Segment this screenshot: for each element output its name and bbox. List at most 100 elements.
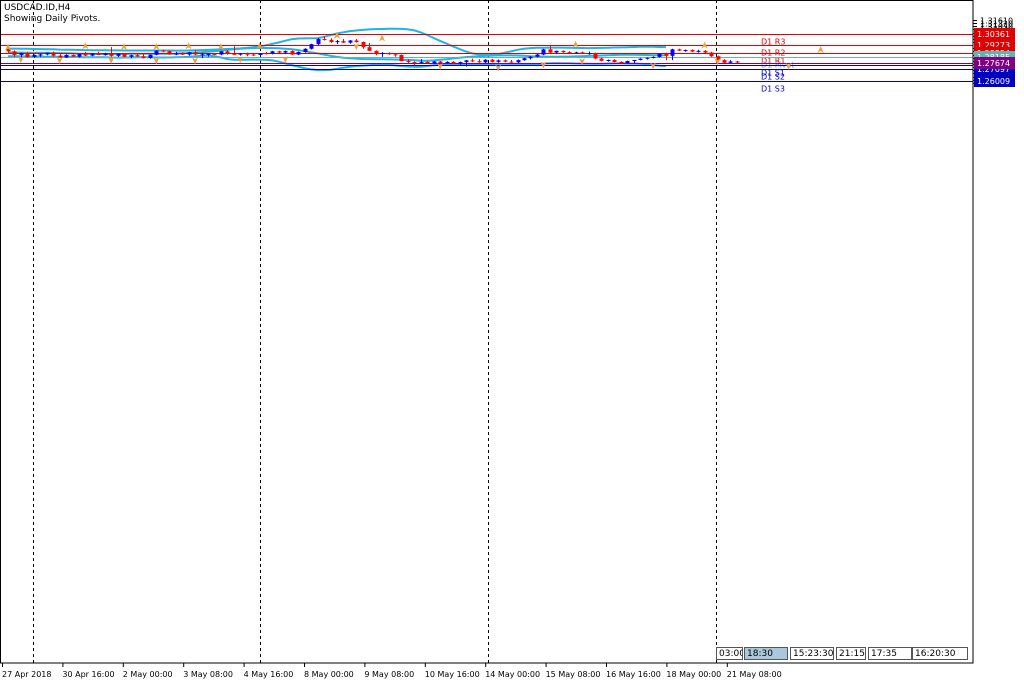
candle-bear <box>12 51 17 55</box>
candle-bear <box>393 54 398 56</box>
candle-bull <box>303 48 308 52</box>
fractal-up-arrow <box>701 41 708 49</box>
candle-bull <box>90 53 95 56</box>
candle-bull <box>554 50 559 53</box>
candle-bear <box>438 61 443 63</box>
candle-bear <box>561 50 566 53</box>
candle-bull <box>238 53 243 55</box>
candle-bull <box>535 54 540 57</box>
candle-bear <box>677 49 682 51</box>
fractal-down-arrow <box>108 56 115 64</box>
candle-bear <box>6 48 11 52</box>
y-tick-label: 1.31030 <box>980 23 1013 32</box>
timeframe-box[interactable]: 15:23:30 <box>790 647 834 660</box>
candle-bear <box>722 60 727 63</box>
fractal-down-arrow <box>437 63 444 71</box>
candle-bull <box>516 60 521 63</box>
timeframe-box[interactable]: 03:00 <box>716 647 743 660</box>
candle-bull <box>683 49 688 51</box>
x-tick-label: 14 May 00:00 <box>485 670 540 679</box>
candle-bear <box>709 52 714 57</box>
price-tag <box>974 75 1015 87</box>
candle-bear <box>425 61 430 64</box>
candle-bull <box>625 61 630 63</box>
fractal-down-arrow <box>282 56 289 64</box>
timeframe-box[interactable]: 18:30 <box>744 647 788 660</box>
fractal-down-arrow <box>650 62 656 70</box>
candle-bull <box>174 53 179 55</box>
day-separators <box>33 0 717 663</box>
price-tag-label: 1.27674 <box>977 59 1010 68</box>
candle-bull <box>670 49 675 56</box>
candle-bull <box>200 54 205 56</box>
candle-bear <box>374 50 379 54</box>
x-axis: 27 Apr 2018 30 Apr 16:00 2 May 00:00 3 May … <box>2 663 782 679</box>
candle-bull <box>528 56 533 59</box>
x-tick-label: 9 May 08:00 <box>364 670 414 679</box>
fractal-down-arrow <box>495 64 502 72</box>
candle-bear <box>58 55 63 58</box>
candle-bear <box>509 61 514 63</box>
candle-bull <box>206 53 211 55</box>
symbol-title: USDCAD.ID,H4 <box>4 3 71 13</box>
candle-bear <box>503 60 508 62</box>
candle-bear <box>83 54 88 56</box>
price-tag-label: 1.30361 <box>977 30 1010 39</box>
candle-bear <box>232 53 237 55</box>
candle-bull <box>419 61 424 63</box>
candle-bull <box>645 57 650 59</box>
chart-frame <box>0 0 974 664</box>
candle-bear <box>599 58 604 61</box>
candle-bull <box>258 53 263 55</box>
price-tag <box>974 57 1015 69</box>
candle-bear <box>567 52 572 54</box>
fractals <box>5 31 824 72</box>
candle-bear <box>71 54 76 57</box>
candle-bull <box>103 53 108 55</box>
timeframe-box[interactable]: 16:20:30 <box>912 647 968 660</box>
candle-bear <box>180 53 185 55</box>
candle-bear <box>548 49 553 53</box>
candle-bull <box>458 62 463 64</box>
candle-bull <box>219 51 224 55</box>
x-tick-label: 10 May 16:00 <box>425 670 480 679</box>
candle-bull <box>64 54 69 58</box>
fractal-down-arrow <box>353 43 360 51</box>
timeframe-box[interactable]: 17:35 <box>868 647 912 660</box>
candle-bear <box>406 61 411 63</box>
candle-bear <box>135 55 140 57</box>
candle-bear <box>354 40 359 42</box>
timeframe-box[interactable]: 21:15 <box>836 647 866 660</box>
candle-bear <box>225 51 230 54</box>
fractal-down-arrow <box>153 57 160 65</box>
candle-bull <box>316 39 321 45</box>
candle-bull <box>335 41 340 43</box>
x-tick-label: 15 May 08:00 <box>546 670 601 679</box>
fractal-up-arrow <box>817 45 824 53</box>
pivot-label: D1 R1 <box>761 57 785 66</box>
candle-bear <box>387 53 392 55</box>
candle-bear <box>664 53 669 56</box>
candle-bull <box>283 51 288 53</box>
candle-bear <box>264 53 269 55</box>
candle-bull <box>348 40 353 43</box>
candle-bear <box>612 59 617 62</box>
candle-bull <box>728 61 733 63</box>
candle-bull <box>309 44 314 49</box>
candle-bear <box>329 39 334 42</box>
candle-bull <box>154 50 159 55</box>
candle-bull <box>296 51 301 55</box>
candle-bear <box>212 53 217 55</box>
candle-bull <box>187 52 192 55</box>
candle-bear <box>290 51 295 55</box>
candle-bull <box>464 60 469 63</box>
candle-bull <box>270 51 275 54</box>
indicator-subtitle: Showing Daily Pivots. <box>4 14 101 24</box>
candle-bull <box>496 60 501 62</box>
pivot-label: D1 S2 <box>761 73 785 82</box>
candle-bear <box>361 41 366 48</box>
fractal-up-arrow <box>185 42 192 50</box>
candle-bear <box>96 53 101 55</box>
candle-bull <box>541 49 546 55</box>
